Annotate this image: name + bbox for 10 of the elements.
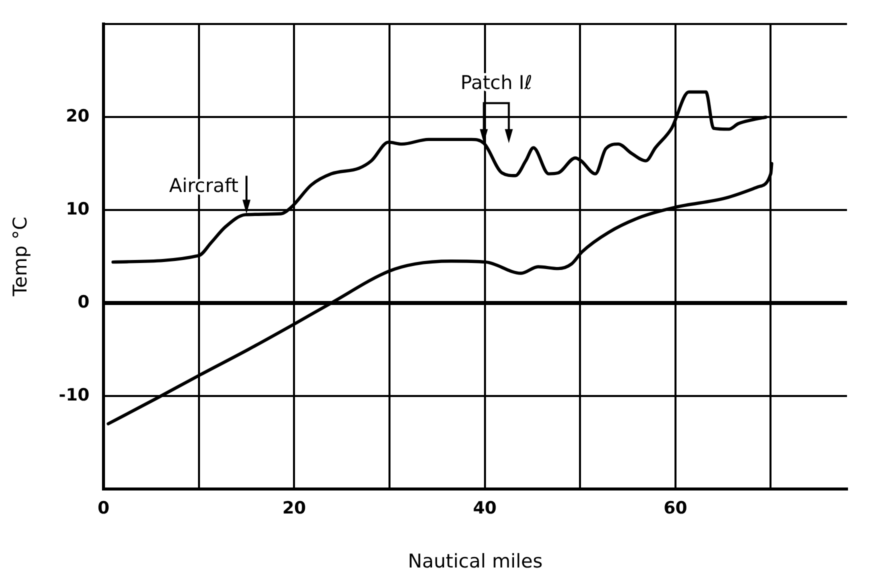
x-tick-label: 0 (98, 498, 110, 518)
x-axis-title: Nautical miles (408, 550, 543, 573)
y-tick-label: -10 (58, 385, 90, 406)
x-tick-label: 40 (472, 498, 497, 518)
y-tick-label: 0 (78, 292, 90, 312)
y-tick-label: 20 (66, 106, 90, 127)
y-tick-label: 10 (66, 199, 90, 220)
x-tick-label: 60 (664, 498, 688, 518)
x-tick-label: 20 (282, 498, 306, 518)
y-axis-title: Temp °C (9, 216, 32, 298)
